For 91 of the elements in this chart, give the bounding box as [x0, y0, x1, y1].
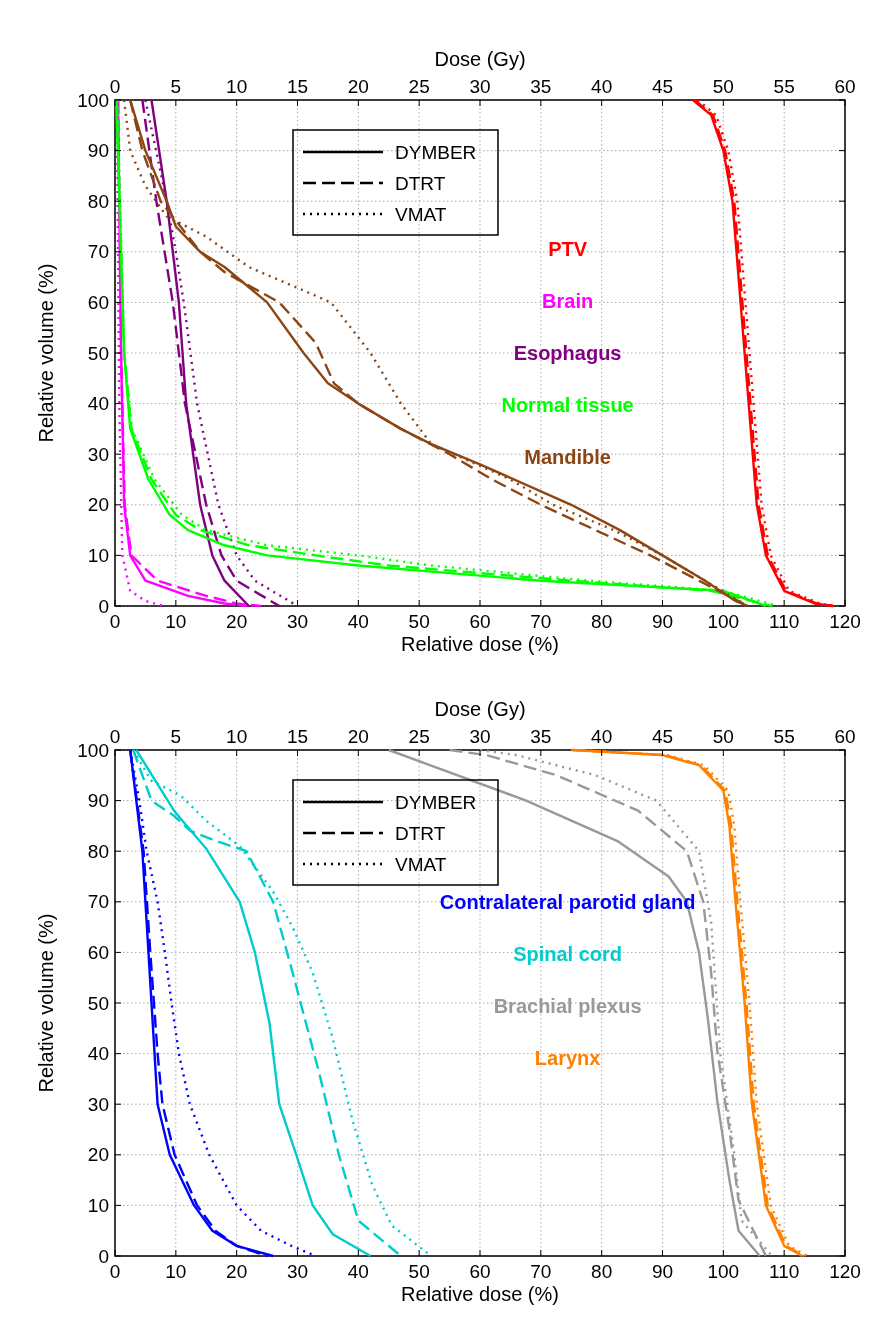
- x-tick-label: 50: [408, 611, 430, 632]
- x-tick-label: 10: [165, 1261, 187, 1282]
- y-tick-label: 10: [87, 1195, 109, 1217]
- x2-tick-label: 10: [226, 726, 248, 747]
- x-tick-label: 20: [226, 1261, 248, 1282]
- x2-tick-label: 15: [286, 726, 309, 747]
- text: Brain: [542, 290, 594, 312]
- x2-tick-label: 5: [170, 726, 182, 747]
- y-tick-label: 80: [87, 840, 109, 862]
- x-tick-label: 40: [347, 611, 369, 632]
- x2-tick-label: 55: [773, 76, 795, 97]
- x2-tick-label: 40: [591, 726, 613, 747]
- x2-tick-label: 15: [286, 76, 309, 97]
- x-tick-label: 50: [408, 1261, 430, 1282]
- y-tick-label: 30: [87, 443, 109, 465]
- x-tick-label: 80: [591, 611, 613, 632]
- y-tick-label: 100: [77, 89, 109, 111]
- x-tick-label: 100: [707, 1261, 740, 1282]
- x-tick-label: 100: [707, 611, 740, 632]
- x-tick-label: 80: [591, 1261, 613, 1282]
- annotation: DTRT: [395, 172, 446, 194]
- annotation: DTRT: [395, 822, 446, 844]
- x2-tick-label: 25: [408, 726, 430, 747]
- x2-axis-title: Dose (Gy): [434, 698, 526, 720]
- x-tick-label: 20: [226, 611, 248, 632]
- y-tick-label: 30: [87, 1093, 109, 1115]
- x-tick-label: 60: [469, 611, 491, 632]
- x-axis-title: Relative dose (%): [401, 1283, 559, 1305]
- x2-tick-label: 5: [170, 76, 182, 97]
- x-tick-label: 90: [651, 611, 674, 632]
- x2-tick-label: 10: [226, 76, 248, 97]
- x2-tick-label: 55: [773, 726, 795, 747]
- text: Contralateral parotid gland: [439, 890, 696, 913]
- text: Spinal cord: [513, 942, 623, 965]
- x2-tick-label: 30: [469, 76, 491, 97]
- x-tick-label: 110: [769, 1261, 800, 1282]
- x2-tick-label: 60: [834, 726, 856, 747]
- x-tick-label: 70: [530, 1261, 552, 1282]
- y-tick-label: 80: [87, 190, 109, 212]
- y-tick-label: 90: [87, 790, 109, 812]
- y-tick-label: 70: [87, 241, 109, 263]
- text: PTV: [548, 238, 588, 260]
- y-tick-label: 40: [87, 393, 109, 415]
- text: Larynx: [534, 1046, 601, 1069]
- x-tick-label: 60: [469, 1261, 491, 1282]
- x2-tick-label: 45: [651, 726, 674, 747]
- x2-tick-label: 20: [347, 726, 369, 747]
- x2-tick-label: 35: [530, 726, 552, 747]
- y-tick-label: 20: [87, 1144, 109, 1166]
- x-tick-label: 120: [829, 611, 861, 632]
- y-tick-label: 60: [87, 292, 109, 314]
- y-tick-label: 0: [98, 1245, 109, 1267]
- x2-tick-label: 20: [347, 76, 369, 97]
- x-tick-label: 40: [347, 1261, 369, 1282]
- y-tick-label: 50: [87, 342, 109, 364]
- text: Brachial plexus: [493, 994, 642, 1017]
- x2-tick-label: 40: [591, 76, 613, 97]
- y-tick-label: 100: [77, 739, 109, 761]
- x-tick-label: 90: [651, 1261, 674, 1282]
- x2-axis-title: Dose (Gy): [434, 48, 526, 70]
- x-tick-label: 10: [165, 611, 187, 632]
- annotation: DYMBER: [395, 791, 477, 813]
- y-tick-label: 50: [87, 992, 109, 1014]
- annotation: DYMBER: [395, 141, 477, 163]
- y-tick-label: 10: [87, 545, 109, 567]
- x-tick-label: 70: [530, 611, 552, 632]
- x2-tick-label: 25: [408, 76, 430, 97]
- x2-tick-label: 50: [712, 76, 734, 97]
- x2-tick-label: 60: [834, 76, 856, 97]
- x-tick-label: 30: [286, 1261, 309, 1282]
- y-tick-label: 90: [87, 140, 109, 162]
- y-tick-label: 40: [87, 1043, 109, 1065]
- x-tick-label: 120: [829, 1261, 861, 1282]
- x-tick-label: 110: [769, 611, 800, 632]
- x-tick-label: 30: [286, 611, 309, 632]
- series-label: Mandible: [524, 446, 611, 468]
- x2-tick-label: 45: [651, 76, 674, 97]
- annotation: VMAT: [395, 853, 447, 875]
- x-axis-title: Relative dose (%): [401, 633, 559, 655]
- x2-tick-label: 35: [530, 76, 552, 97]
- y-tick-label: 0: [98, 595, 109, 617]
- y-tick-label: 70: [87, 891, 109, 913]
- x2-tick-label: 50: [712, 726, 734, 747]
- y-axis-title: Relative volume (%): [35, 263, 57, 443]
- y-axis-title: Relative volume (%): [35, 913, 57, 1093]
- y-tick-label: 60: [87, 942, 109, 964]
- text: Esophagus: [513, 342, 622, 364]
- annotation: VMAT: [395, 203, 447, 225]
- y-tick-label: 20: [87, 494, 109, 516]
- text: Normal tissue: [501, 394, 634, 416]
- x2-tick-label: 30: [469, 726, 491, 747]
